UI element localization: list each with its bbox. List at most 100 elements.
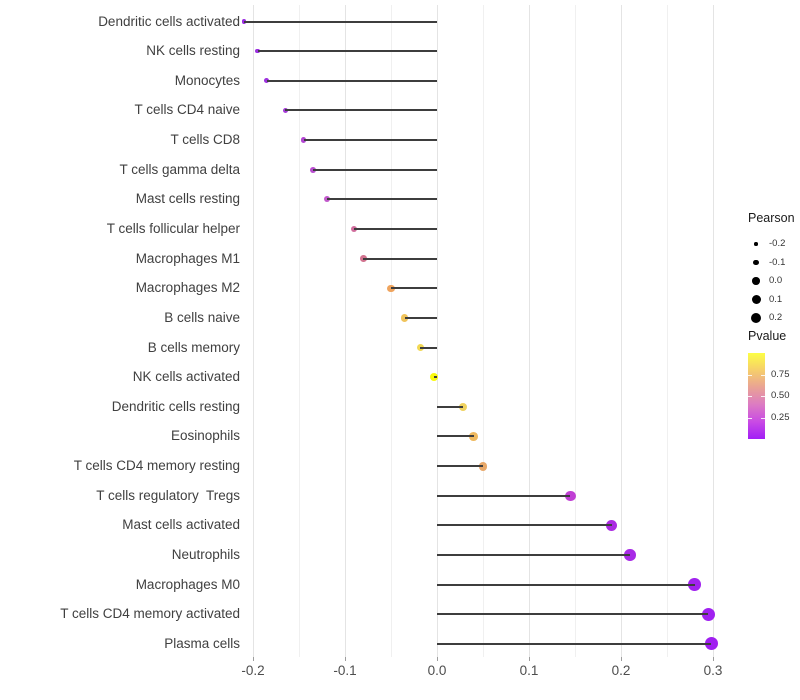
category-label: T cells follicular helper xyxy=(106,220,240,236)
category-label: Macrophages M0 xyxy=(135,576,240,592)
x-axis-tick-label: 0.1 xyxy=(519,663,539,678)
lollipop-stem xyxy=(437,583,695,586)
gridline-x xyxy=(712,5,714,657)
category-label: NK cells activated xyxy=(132,369,240,385)
legend-size-label: 0.0 xyxy=(769,275,783,286)
colorbar-tick xyxy=(748,417,752,419)
category-label: B cells naive xyxy=(164,309,240,325)
x-axis-tick xyxy=(528,657,530,661)
legend-size-label: -0.2 xyxy=(769,238,786,249)
colorbar-tick xyxy=(761,417,765,419)
lollipop-stem xyxy=(391,287,437,290)
gridline-x xyxy=(436,5,438,657)
lollipop-dot xyxy=(624,549,636,561)
category-label: Macrophages M2 xyxy=(135,280,240,296)
lollipop-stem xyxy=(437,435,474,438)
legend-size-dot xyxy=(752,277,760,285)
lollipop-stem xyxy=(437,554,631,557)
category-label: Neutrophils xyxy=(171,547,240,563)
lollipop-dot xyxy=(309,166,316,173)
lollipop-dot xyxy=(416,343,425,352)
lollipop-stem xyxy=(257,50,437,53)
colorbar-tick xyxy=(748,374,752,376)
lollipop-stem xyxy=(420,346,437,349)
lollipop-dot xyxy=(401,314,409,322)
category-label: Mast cells activated xyxy=(122,517,240,533)
legend-size-dot xyxy=(750,312,762,324)
lollipop-stem xyxy=(363,257,437,260)
gridline-x xyxy=(390,5,392,657)
lollipop-stem xyxy=(437,494,571,497)
gridline-x xyxy=(620,5,622,657)
legend-size-dot xyxy=(754,242,758,246)
category-label: T cells CD4 memory resting xyxy=(73,458,240,474)
legend-size-label: 0.2 xyxy=(769,312,783,323)
gridline-x xyxy=(574,5,576,657)
x-axis-tick-label: -0.2 xyxy=(241,663,265,678)
category-label: T cells gamma delta xyxy=(119,161,240,177)
category-label: B cells memory xyxy=(147,339,240,355)
lollipop-stem xyxy=(437,642,712,645)
category-label: Monocytes xyxy=(174,72,240,88)
lollipop-dot xyxy=(323,196,330,203)
category-label: T cells CD4 naive xyxy=(134,102,240,118)
x-axis-tick xyxy=(344,657,346,661)
category-label: T cells regulatory Tregs xyxy=(96,487,240,503)
lollipop-dot xyxy=(688,578,701,592)
gridline-x xyxy=(252,5,254,657)
lollipop-dot xyxy=(430,373,439,382)
lollipop-stem xyxy=(437,405,463,408)
lollipop-stem xyxy=(303,139,437,142)
colorbar-tick-label: 0.25 xyxy=(771,411,790,423)
legend-size-label: 0.1 xyxy=(769,293,783,305)
x-axis-tick-label: -0.1 xyxy=(333,663,357,678)
lollipop-stem xyxy=(437,524,612,527)
pvalue-colorbar xyxy=(748,353,765,439)
lollipop-dot xyxy=(241,19,246,24)
colorbar-tick xyxy=(761,396,765,397)
lollipop-stem xyxy=(243,20,437,23)
lollipop-stem xyxy=(434,376,437,379)
x-axis-tick xyxy=(436,657,438,661)
gridline-x xyxy=(298,5,300,657)
category-label: Mast cells resting xyxy=(135,191,240,207)
gridline-x xyxy=(482,5,484,657)
category-label: Eosinophils xyxy=(170,428,240,444)
category-label: T cells CD4 memory activated xyxy=(60,606,240,622)
legend-title-pearson: Pearson xyxy=(748,211,795,225)
category-label: T cells CD8 xyxy=(170,132,240,148)
x-axis-tick-label: 0.0 xyxy=(427,663,447,678)
lollipop-stem xyxy=(312,168,437,171)
lollipop-stem xyxy=(285,109,437,112)
lollipop-dot xyxy=(255,48,260,54)
gridline-x xyxy=(528,5,530,657)
lollipop-stem xyxy=(437,613,709,616)
legend-size-dot xyxy=(753,259,759,266)
legend-size-dot xyxy=(751,295,761,304)
category-label: Dendritic cells resting xyxy=(111,398,240,414)
lollipop-dot xyxy=(704,637,718,651)
category-label: NK cells resting xyxy=(146,43,240,59)
x-axis-tick xyxy=(620,657,622,661)
lollipop-stem xyxy=(326,198,437,201)
lollipop-dot xyxy=(701,607,715,621)
category-label: Plasma cells xyxy=(164,635,240,651)
category-label: Macrophages M1 xyxy=(135,250,240,266)
lollipop-stem xyxy=(266,79,437,82)
x-axis-tick-label: 0.3 xyxy=(703,663,723,678)
lollipop-stem xyxy=(404,316,437,319)
category-label: Dendritic cells activated xyxy=(98,13,240,29)
lollipop-dot xyxy=(264,78,270,84)
lollipop-stem xyxy=(437,465,483,468)
colorbar-tick-label: 0.50 xyxy=(771,390,790,401)
lollipop-dot xyxy=(387,284,395,292)
x-axis-tick-label: 0.2 xyxy=(611,663,631,678)
lollipop-stem xyxy=(354,227,437,230)
gridline-x xyxy=(344,5,346,657)
gridline-x xyxy=(666,5,668,657)
